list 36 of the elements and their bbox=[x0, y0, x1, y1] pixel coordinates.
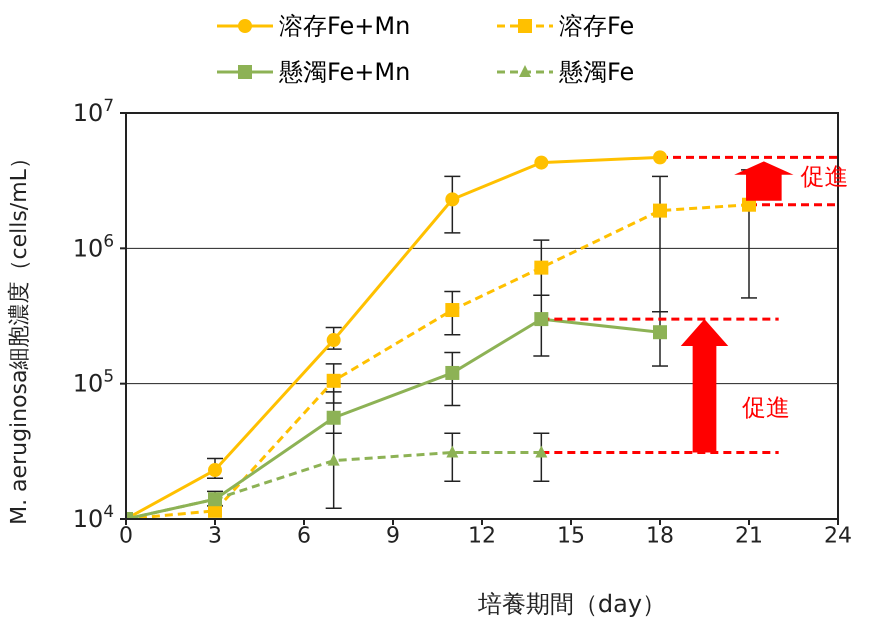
y-tick-label: 10$^{6}$ bbox=[72, 230, 114, 262]
x-tick-label: 3 bbox=[208, 524, 222, 549]
y-axis-title: M. aeruginosa細胞濃度（cells/mL） bbox=[7, 147, 32, 525]
legend-label: 溶存Fe bbox=[559, 11, 634, 42]
x-tick-label: 9 bbox=[386, 524, 400, 549]
point bbox=[534, 260, 548, 275]
x-tick-label: 21 bbox=[735, 524, 763, 549]
point bbox=[653, 325, 667, 340]
point bbox=[446, 446, 458, 458]
x-tick-label: 12 bbox=[468, 524, 496, 549]
x-tick-label: 24 bbox=[824, 524, 852, 549]
x-axis-title: 培養期間（day） bbox=[476, 590, 666, 618]
point bbox=[445, 303, 460, 318]
legend-label: 溶存Fe+Mn bbox=[279, 11, 410, 42]
point bbox=[535, 446, 548, 458]
point bbox=[326, 410, 341, 425]
point bbox=[326, 333, 341, 348]
point bbox=[653, 204, 667, 218]
y-tick-label: 10$^{7}$ bbox=[72, 95, 114, 127]
point bbox=[534, 312, 548, 326]
y-tick-label: 10$^{4}$ bbox=[72, 501, 114, 533]
legend-label: 懸濁Fe bbox=[559, 57, 634, 88]
x-tick-label: 6 bbox=[297, 524, 311, 549]
point bbox=[208, 463, 222, 478]
point bbox=[445, 192, 460, 206]
point bbox=[534, 156, 548, 170]
point bbox=[328, 454, 340, 466]
point bbox=[445, 366, 460, 380]
x-tick-label: 18 bbox=[646, 524, 674, 549]
legend-label: 懸濁Fe+Mn bbox=[279, 57, 410, 88]
point bbox=[326, 374, 341, 388]
x-tick-label: 15 bbox=[557, 524, 585, 549]
y-tick-label: 10$^{5}$ bbox=[72, 366, 114, 398]
point bbox=[653, 150, 667, 164]
annotation: 促進 bbox=[742, 394, 790, 422]
x-tick-label: 0 bbox=[119, 524, 133, 549]
